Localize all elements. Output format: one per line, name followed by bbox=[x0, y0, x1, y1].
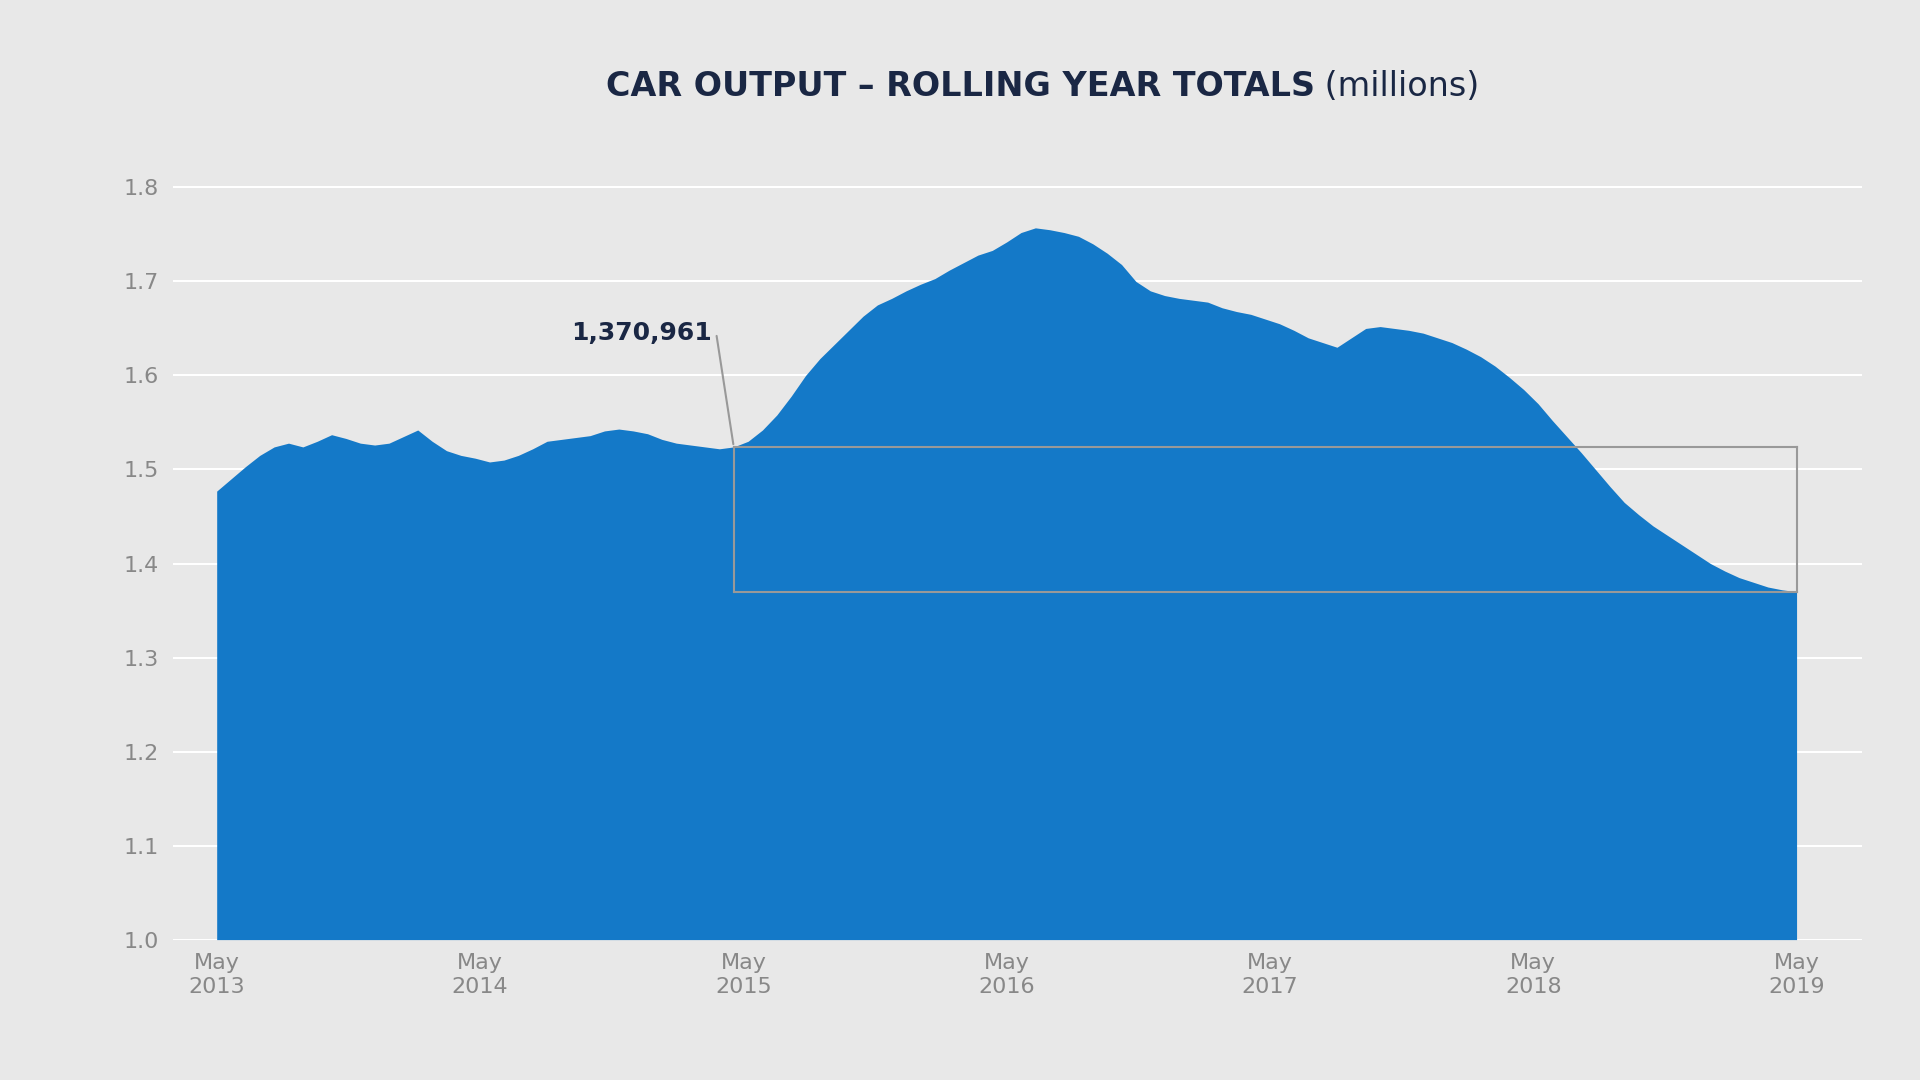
Text: (millions): (millions) bbox=[1315, 70, 1480, 104]
Text: CAR OUTPUT – ROLLING YEAR TOTALS: CAR OUTPUT – ROLLING YEAR TOTALS bbox=[605, 70, 1315, 104]
Text: 1,370,961: 1,370,961 bbox=[570, 321, 712, 346]
